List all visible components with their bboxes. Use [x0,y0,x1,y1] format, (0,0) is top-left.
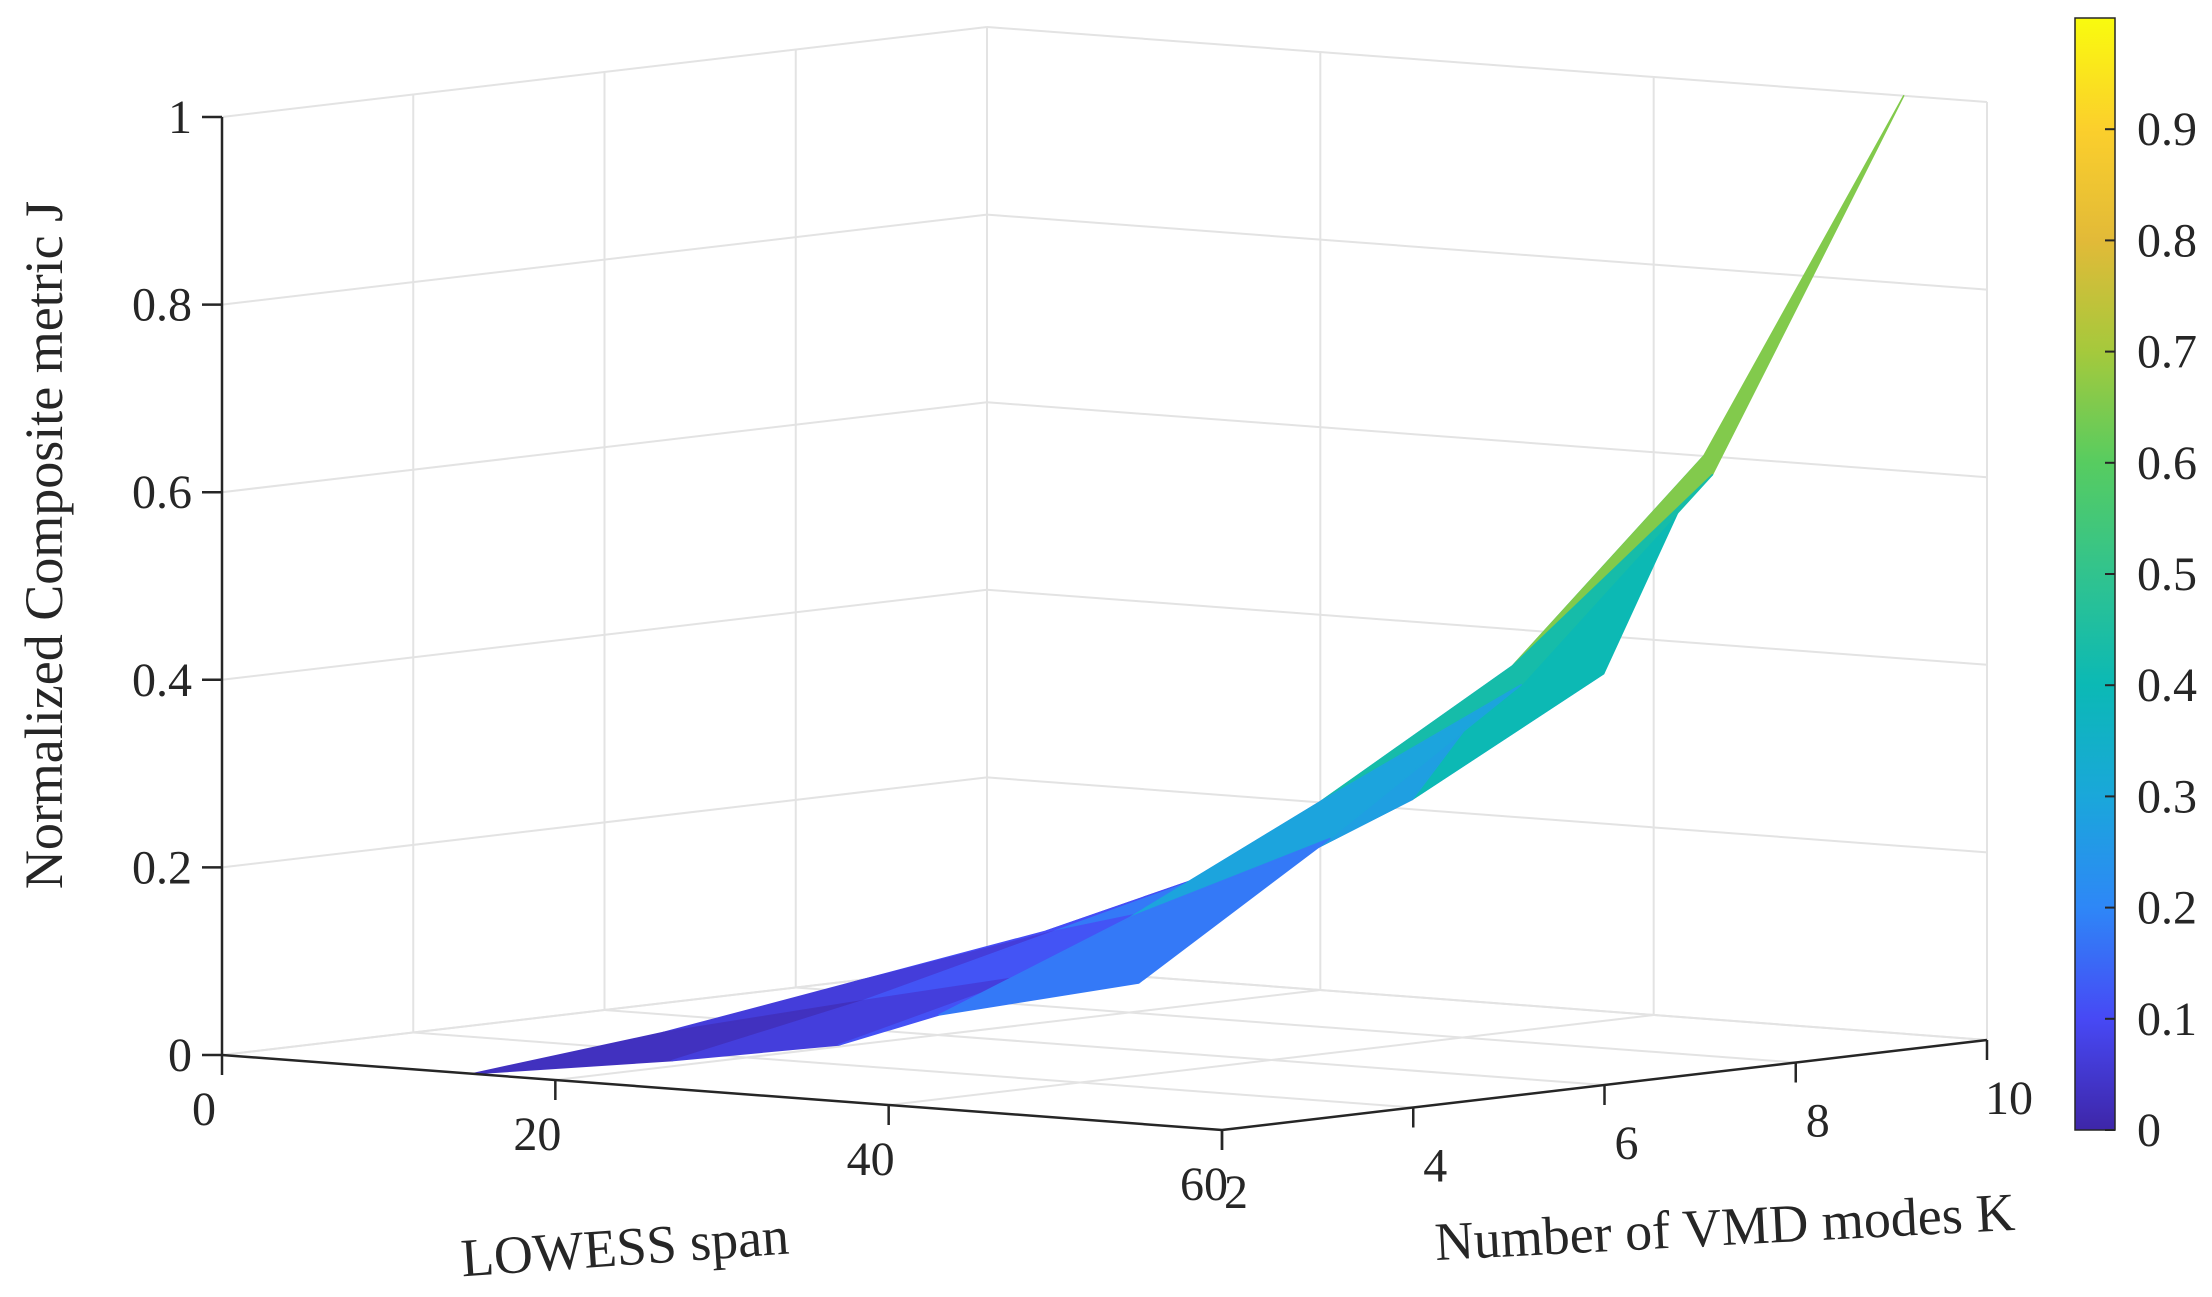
z-tick-label: 0 [168,1029,192,1082]
colorbar-tick-label: 0 [2137,1104,2161,1157]
x-tick-label: 0 [192,1083,216,1136]
colorbar-tick-label: 0.1 [2137,993,2197,1046]
colorbar: 0 0.1 0.2 0.3 0.4 0.5 0.6 0.7 0.8 0.9 [2074,17,2197,1157]
colorbar-tick-label: 0.9 [2137,103,2197,156]
colorbar-tick-label: 0.2 [2137,882,2197,935]
grid-line [986,776,1988,854]
grid-line [413,1031,1414,1109]
grid-line [986,26,1988,103]
colorbar-tick-label: 0.8 [2137,214,2197,267]
z-tick-label: 0.8 [132,279,192,332]
colorbar-tick-label: 0.5 [2137,548,2197,601]
colorbar-tick-label: 0.6 [2137,437,2197,490]
axes: 0 20 40 602 4 6 8 10 0 0.2 0.4 0.6 0.8 1 [132,91,2033,1219]
z-axis-label: Normalized Composite metric J [14,201,74,889]
y-tick-label: 2 [1224,1166,1248,1219]
surface-patch [1511,95,1905,667]
colorbar-tick-label: 0.3 [2137,770,2197,823]
z-tick-label: 0.4 [132,654,192,707]
y-tick-label: 4 [1423,1140,1447,1193]
x-axis-line [221,1053,1223,1132]
grid-line [888,1014,1654,1106]
x-tick-label: 40 [847,1133,895,1186]
y-axis-label: Number of VMD modes K [1433,1182,2016,1272]
surface-patch [937,837,1331,1016]
z-tick-label: 0.2 [132,841,192,894]
x-axis-label: LOWESS span [459,1206,791,1289]
y-tick-label: 6 [1615,1117,1639,1170]
x-tick-label: 60 [1180,1158,1228,1211]
labels: LOWESS span Number of VMD modes K Normal… [14,201,2016,1289]
z-tick-label: 0.6 [132,466,192,519]
grid-line [986,588,1988,666]
surface-patch [1129,684,1522,919]
grid-line [986,401,1988,479]
x-tick-label: 20 [513,1108,561,1161]
z-tick-label: 1 [168,91,192,144]
colorbar-tick-label: 0.7 [2137,326,2197,379]
grid-line [986,964,1988,1041]
surface [471,95,1905,1075]
y-tick-label: 8 [1806,1095,1830,1148]
grid-line [555,989,1321,1081]
colorbar-tick-label: 0.4 [2137,659,2197,712]
y-tick-label: 10 [1985,1072,2033,1125]
grid-line [986,213,1988,291]
